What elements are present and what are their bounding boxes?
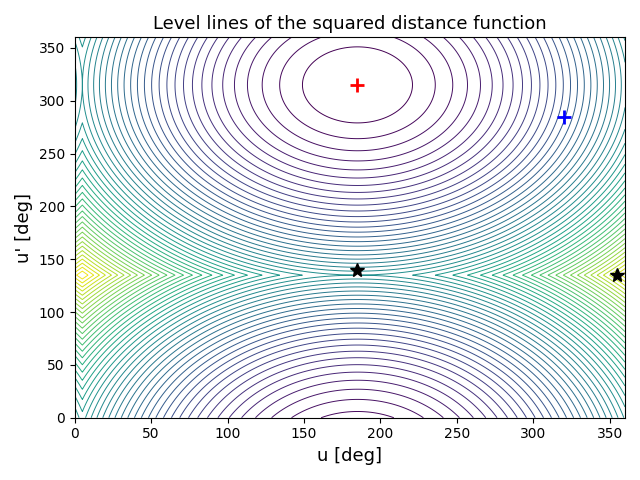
X-axis label: u [deg]: u [deg] [317,447,382,465]
Title: Level lines of the squared distance function: Level lines of the squared distance func… [153,15,547,33]
Y-axis label: u' [deg]: u' [deg] [15,192,33,263]
